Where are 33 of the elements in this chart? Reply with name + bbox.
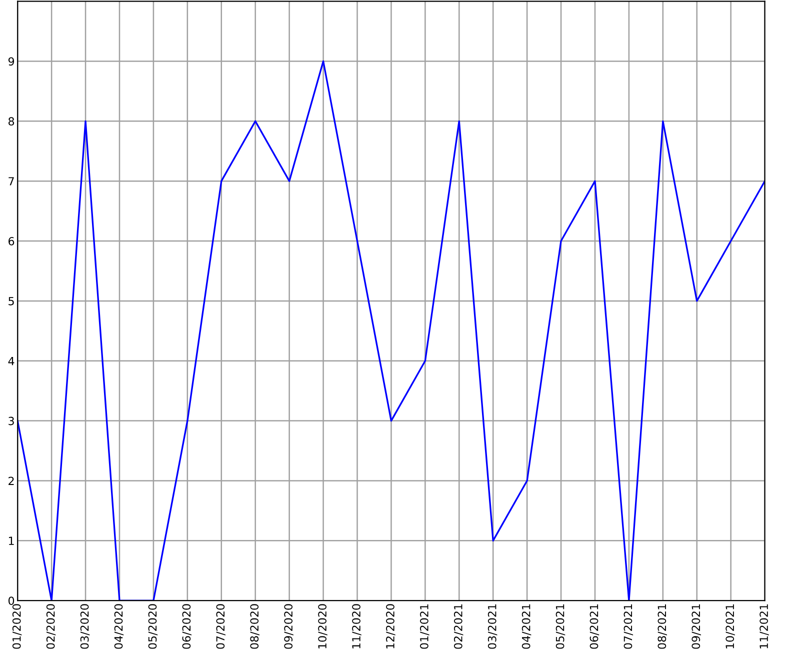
x-tick-label: 04/2020 — [114, 604, 124, 649]
x-tick-label: 01/2020 — [12, 604, 22, 649]
x-tick-label: 02/2020 — [46, 604, 56, 649]
y-tick-label: 5 — [8, 297, 14, 306]
y-tick-label: 0 — [8, 596, 14, 605]
x-tick-label: 04/2021 — [522, 604, 532, 649]
x-tick-label: 03/2020 — [80, 604, 90, 649]
x-tick-label: 07/2020 — [216, 604, 226, 649]
y-tick-label: 3 — [8, 416, 14, 426]
x-tick-label: 09/2021 — [692, 604, 701, 649]
y-tick-label: 6 — [8, 236, 14, 246]
x-tick-label: 07/2021 — [624, 604, 634, 649]
x-tick-label: 06/2021 — [590, 604, 600, 649]
x-tick-label: 02/2021 — [454, 604, 464, 649]
x-tick-label: 05/2020 — [148, 604, 158, 649]
y-tick-label: 2 — [8, 476, 14, 485]
x-tick-label: 11/2021 — [760, 604, 769, 648]
x-tick-label: 03/2021 — [488, 604, 498, 649]
x-tick-label: 06/2020 — [182, 604, 192, 649]
y-tick-label: 9 — [8, 57, 14, 66]
x-tick-label: 05/2021 — [556, 604, 566, 649]
y-tick-label: 1 — [8, 536, 14, 545]
x-tick-label: 10/2020 — [318, 604, 328, 648]
x-tick-label: 11/2020 — [352, 604, 362, 648]
x-tick-label: 08/2020 — [250, 604, 260, 649]
y-tick-label: 7 — [8, 177, 14, 186]
x-tick-label: 08/2021 — [658, 604, 668, 649]
x-tick-label: 10/2021 — [726, 604, 735, 648]
y-tick-label: 8 — [8, 117, 14, 126]
x-tick-label: 01/2021 — [420, 604, 430, 649]
x-tick-label: 12/2020 — [386, 604, 396, 648]
y-tick-label: 4 — [8, 357, 14, 366]
x-tick-label: 09/2020 — [284, 604, 294, 649]
